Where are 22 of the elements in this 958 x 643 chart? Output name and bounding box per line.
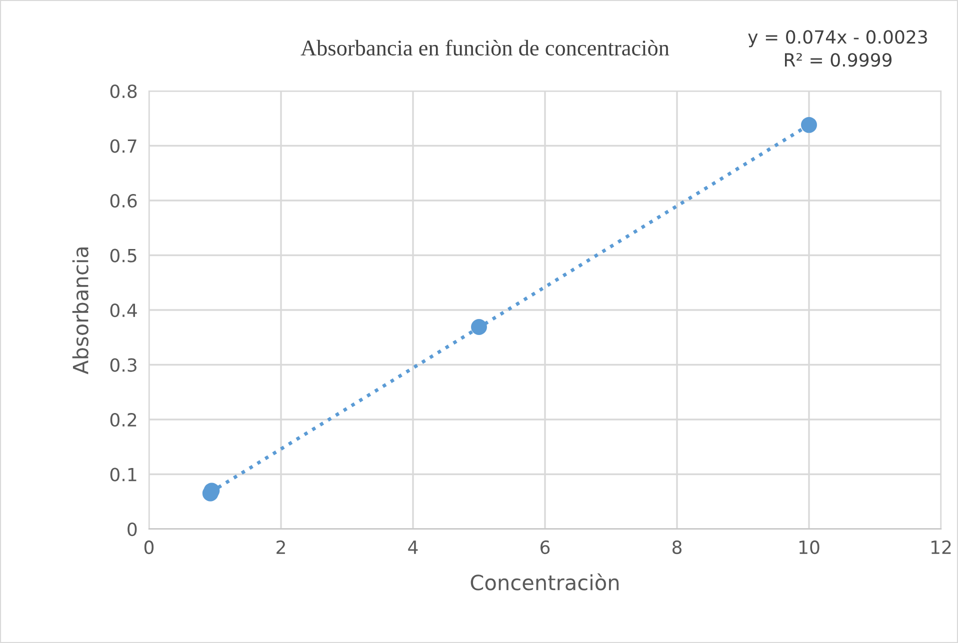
chart-title: Absorbancia en funciòn de concentraciòn: [300, 40, 670, 56]
x-tick-label: 12: [931, 540, 951, 554]
x-tick-label: 6: [540, 540, 550, 554]
y-tick-label: 0.3: [110, 358, 136, 372]
x-tick-label: 10: [799, 540, 820, 554]
x-tick-label: 0: [144, 540, 154, 554]
y-tick-label: 0.2: [110, 412, 136, 427]
x-tick-label: 2: [276, 540, 285, 554]
text: y = 0.074x - 0.0023 R² = 0.9999: [748, 30, 927, 67]
y-tick-label: 0.8: [110, 84, 137, 98]
y-tick-label: 0.4: [110, 303, 137, 318]
x-tick-label: 4: [408, 540, 418, 554]
y-axis-title: Absorbancia: [72, 247, 88, 374]
point: [801, 116, 817, 133]
y-tick-label: 0.6: [110, 194, 137, 208]
point: [471, 318, 487, 335]
y-tick-label: 0.7: [110, 139, 136, 153]
x-tick-label: 8: [672, 540, 682, 554]
x-axis-title: Concentraciòn: [470, 573, 619, 590]
y-tick-label: 0.1: [110, 468, 136, 482]
y-tick-label: 0.5: [110, 248, 136, 262]
y-tick-label: 0: [128, 522, 137, 536]
